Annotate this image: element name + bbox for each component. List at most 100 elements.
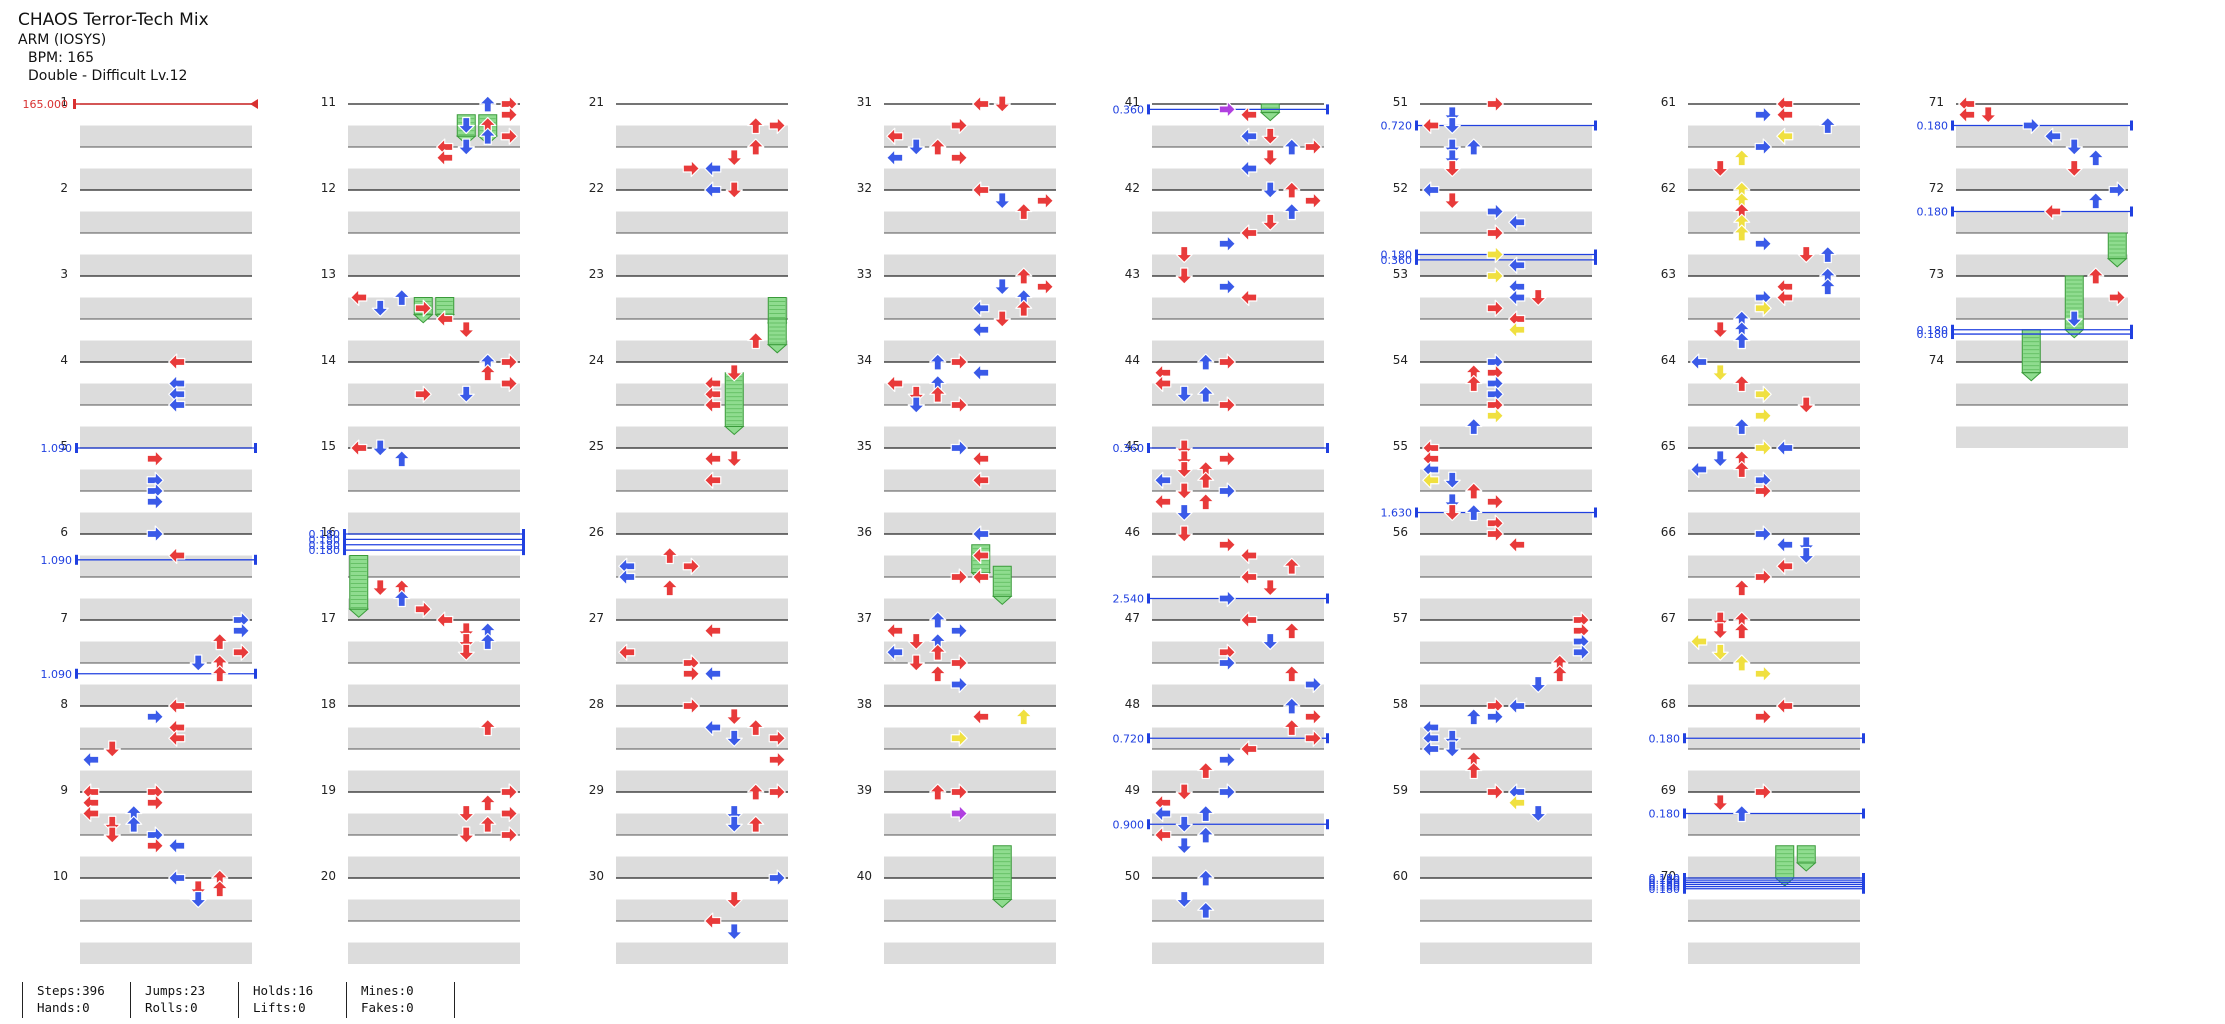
arrow-shape [146,493,164,511]
stop-tick [254,668,257,679]
arrow-shape [1754,482,1772,500]
step-arrow [350,288,368,307]
beat-band [616,641,788,663]
arrow-shape [2065,310,2083,328]
stop-tick [1415,507,1418,518]
measure-block: 42 [1125,181,1324,276]
arrow-shape [1197,353,1215,371]
arrow-shape [1036,192,1054,210]
arrow-shape [393,589,411,608]
step-arrow [618,568,636,586]
beat-band [1152,254,1324,276]
beat-band [1688,211,1860,233]
stop-value: 1.090 [41,442,73,455]
arrow-shape [1711,794,1729,812]
arrow-shape [1465,417,1483,436]
stats-col-mines: Mines:0 Fakes:0 [346,982,414,1018]
measure-block: 18 [321,697,520,792]
beat-band [348,770,520,792]
step-arrow [1240,740,1258,758]
beat-band [1688,942,1860,964]
step-arrow [1261,213,1279,231]
arrow-shape [1036,278,1054,296]
measure-block: 2 [60,181,252,276]
beat-band [884,727,1056,749]
stop-marker: 0.180 [1649,883,1865,896]
step-arrow [1711,159,1729,178]
arrow-shape [2087,192,2105,210]
step-arrow [232,643,250,661]
arrow-shape [146,794,164,812]
step-arrow [886,149,904,167]
measure-number: 56 [1393,525,1408,539]
arrow-shape [1486,299,1504,317]
stop-tick [1326,443,1329,453]
arrow-shape [1283,202,1301,221]
arrow-shape [704,396,722,414]
beat-band [884,942,1056,964]
step-arrow [1733,622,1751,640]
measure-block: 68 [1661,697,1860,792]
arrow-shape [1776,106,1794,124]
stop-tick [1415,120,1418,131]
arrow-shape [1175,503,1193,522]
measure-number: 11 [321,95,336,109]
stop-value: 1.090 [41,668,73,681]
arrow-shape [1776,127,1794,145]
beat-band [348,942,520,964]
measure-block: 47 [1125,611,1324,706]
arrow-shape [500,106,518,124]
step-arrow [1486,493,1504,511]
stat-jumps: Jumps:23 [145,983,206,998]
hold-tail [1795,862,1817,872]
arrow-shape [1711,450,1729,468]
measure-number: 71 [1929,95,1944,109]
arrow-shape [972,525,990,543]
arrow-shape [82,804,100,823]
beat-band [1956,426,2128,448]
step-arrow [146,450,164,468]
arrow-shape [972,708,990,726]
beat-band [616,727,788,749]
arrow-shape [1486,407,1504,425]
arrow-shape [1733,224,1751,242]
stop-tick [1951,120,1954,131]
arrow-shape [972,546,990,565]
stop-tick [1594,507,1597,518]
step-arrow [1015,708,1033,726]
stat-rolls: Rolls:0 [145,1000,198,1015]
step-arrow [1175,783,1193,801]
step-arrow [1754,482,1772,500]
stop-tick [1326,104,1329,115]
beat-band [1420,211,1592,233]
measure-block: 73 [1929,267,2128,362]
step-arrow [2065,159,2083,178]
beat-band [616,813,788,835]
beat-band [1420,426,1592,448]
arrow-shape [1015,267,1033,285]
beat-band [348,254,520,276]
measure-number: 49 [1125,783,1140,797]
step-arrow [1958,106,1976,124]
beat-band [1420,555,1592,577]
beat-band [80,211,252,233]
beat-band [1688,254,1860,276]
step-arrow [1465,708,1483,726]
step-arrow [907,654,925,672]
step-arrow [704,665,722,683]
measure-number: 29 [589,783,604,797]
measure-number: 34 [857,353,872,367]
stop-marker: 0.180 [309,539,525,552]
stats-col-jumps: Jumps:23 Rolls:0 [130,982,205,1018]
arrow-shape [414,600,432,618]
arrow-shape [1819,278,1837,296]
stop-value: 0.720 [1113,732,1145,745]
stat-fakes: Fakes:0 [361,1000,414,1015]
step-arrow [747,138,765,156]
arrow-shape [1754,407,1772,425]
beat-band [1420,254,1592,276]
stop-tick [1683,883,1686,894]
measure-number: 72 [1929,181,1944,195]
measure-block: 35 [857,439,1056,534]
beat-band [348,211,520,233]
